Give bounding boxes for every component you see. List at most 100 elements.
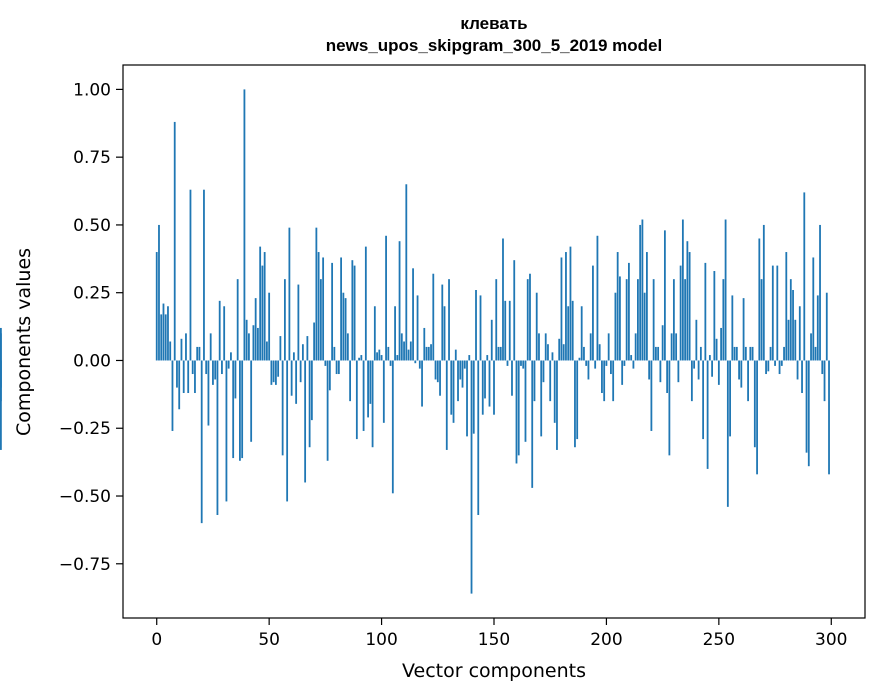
bar-247 (711, 360, 713, 377)
bar-32 (227, 360, 230, 369)
bar-252 (722, 279, 725, 361)
bar-204 (614, 292, 617, 361)
bar-170 (538, 333, 540, 361)
bar-156 (506, 360, 509, 366)
bar-273 (769, 346, 772, 361)
bar-295 (819, 224, 821, 361)
bar-29 (221, 360, 223, 375)
bar-235 (684, 279, 687, 361)
bar-124 (434, 360, 437, 380)
bar-147 (486, 355, 489, 361)
bar-279 (783, 346, 785, 361)
bar-267 (756, 360, 758, 475)
bar-256 (731, 295, 734, 361)
bar-253 (724, 219, 727, 361)
bar-65 (301, 344, 304, 361)
bar-11 (180, 338, 183, 361)
bar-109 (400, 333, 403, 361)
bar-35 (234, 360, 237, 399)
bar-188 (578, 357, 581, 361)
bar-168 (533, 360, 536, 402)
bar-196 (596, 235, 599, 361)
bar-94 (367, 360, 369, 418)
bar-91 (360, 355, 363, 361)
bar-271 (765, 360, 767, 375)
bar-42 (250, 360, 253, 442)
bar-179 (558, 338, 561, 361)
bar-81 (337, 360, 340, 375)
bar-193 (589, 333, 592, 361)
bar-105 (391, 360, 394, 494)
bar-90 (358, 357, 360, 361)
bar-31 (225, 360, 228, 502)
bar-76 (326, 360, 329, 461)
bar-240 (695, 319, 698, 361)
bar-255 (729, 360, 731, 437)
bar-241 (697, 360, 700, 380)
bar-99 (378, 349, 381, 361)
bar-248 (713, 271, 716, 361)
bar-24 (209, 333, 212, 361)
bar-283 (792, 290, 794, 361)
bar-2 (160, 314, 163, 361)
bar-108 (398, 241, 401, 361)
bar-217 (643, 292, 646, 361)
bar-172 (542, 360, 545, 383)
bar-9 (176, 360, 178, 388)
bar-175 (549, 360, 552, 402)
bar-276 (776, 265, 779, 361)
bar-199 (603, 360, 606, 402)
bar-231 (675, 333, 678, 361)
bar-63 (297, 284, 300, 361)
bar-74 (322, 257, 325, 361)
bar-159 (513, 260, 516, 361)
plot-area-frame (122, 64, 866, 619)
bar-23 (207, 360, 210, 426)
bar-215 (639, 224, 642, 361)
bar-110 (403, 341, 405, 361)
bar-281 (787, 319, 790, 361)
bar-133 (454, 349, 457, 361)
bar-41 (248, 333, 250, 361)
bar-59 (288, 227, 291, 361)
bar-169 (535, 292, 538, 361)
bar-197 (598, 344, 601, 361)
bar-84 (344, 298, 347, 361)
bar-36 (236, 279, 239, 361)
bar-192 (587, 360, 590, 380)
bar-238 (690, 360, 693, 402)
chart-subtitle: news_upos_skipgram_300_5_2019 model (326, 36, 662, 55)
bar-264 (749, 346, 752, 361)
bar-229 (670, 333, 673, 361)
bar-67 (306, 336, 309, 361)
x-tick-label: 200 (590, 630, 622, 650)
bars-group (0, 89, 830, 594)
bar-20 (200, 360, 203, 524)
bar-190 (583, 346, 585, 361)
bar-146 (484, 360, 486, 399)
bar-141 (472, 360, 475, 434)
bar-294 (816, 295, 819, 361)
bar-4 (164, 314, 167, 361)
bar-45 (257, 327, 259, 361)
bar-112 (407, 349, 410, 361)
bar-153 (499, 346, 502, 361)
bar-198 (601, 360, 603, 394)
bar-177 (553, 360, 556, 423)
bar-224 (659, 360, 662, 383)
bar-33 (230, 352, 232, 361)
bar-69 (310, 360, 313, 421)
bar-272 (767, 360, 770, 372)
bar-104 (389, 360, 392, 366)
bar-182 (565, 252, 567, 361)
bar-38 (241, 360, 244, 459)
bar-135 (459, 360, 462, 380)
bar-26 (214, 360, 217, 380)
bar-162 (520, 360, 522, 366)
bar-151 (495, 279, 498, 361)
bar-102 (385, 235, 387, 361)
bar-178 (556, 360, 558, 450)
bar-167 (531, 360, 534, 488)
bar-164 (524, 360, 527, 442)
